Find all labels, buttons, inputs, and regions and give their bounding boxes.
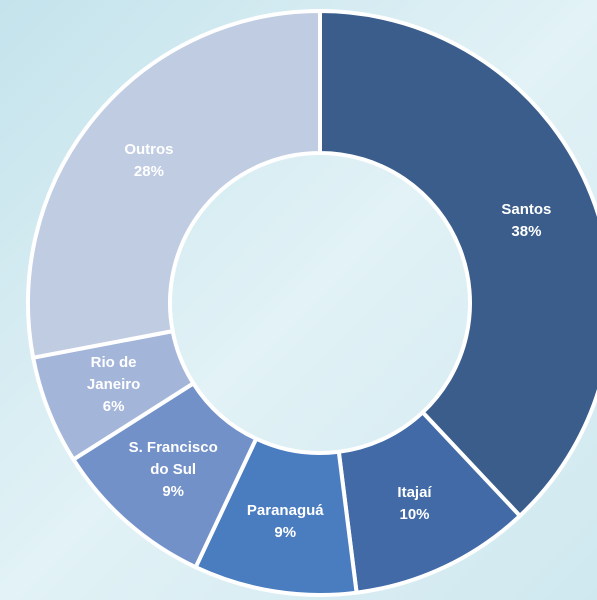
donut-slice [318, 8, 597, 519]
slice-value: 10% [399, 505, 430, 523]
slice-value: 28% [133, 163, 164, 181]
data-label: Santos 38% [461, 199, 591, 243]
donut-slice [26, 8, 322, 361]
data-label: Rio de Janeiro 6% [74, 352, 154, 418]
data-label: Itajaí 10% [350, 482, 480, 526]
data-label: Paranaguá 9% [220, 500, 350, 544]
slice-value: 9% [162, 482, 185, 500]
data-label: Outros 28% [84, 139, 214, 183]
slice-name: Itajaí [397, 483, 432, 501]
slice-name: Outros [124, 141, 174, 159]
data-label: S. Francisco do Sul 9% [123, 437, 223, 503]
slice-value: 6% [102, 397, 125, 415]
slice-name: Santos [501, 201, 552, 219]
slice-name: Paranaguá [246, 502, 324, 520]
slice-value: 38% [511, 223, 542, 241]
slice-value: 9% [274, 524, 297, 542]
slice-name: S. Francisco do Sul [128, 438, 218, 478]
slice-name: Rio de Janeiro [86, 353, 141, 393]
